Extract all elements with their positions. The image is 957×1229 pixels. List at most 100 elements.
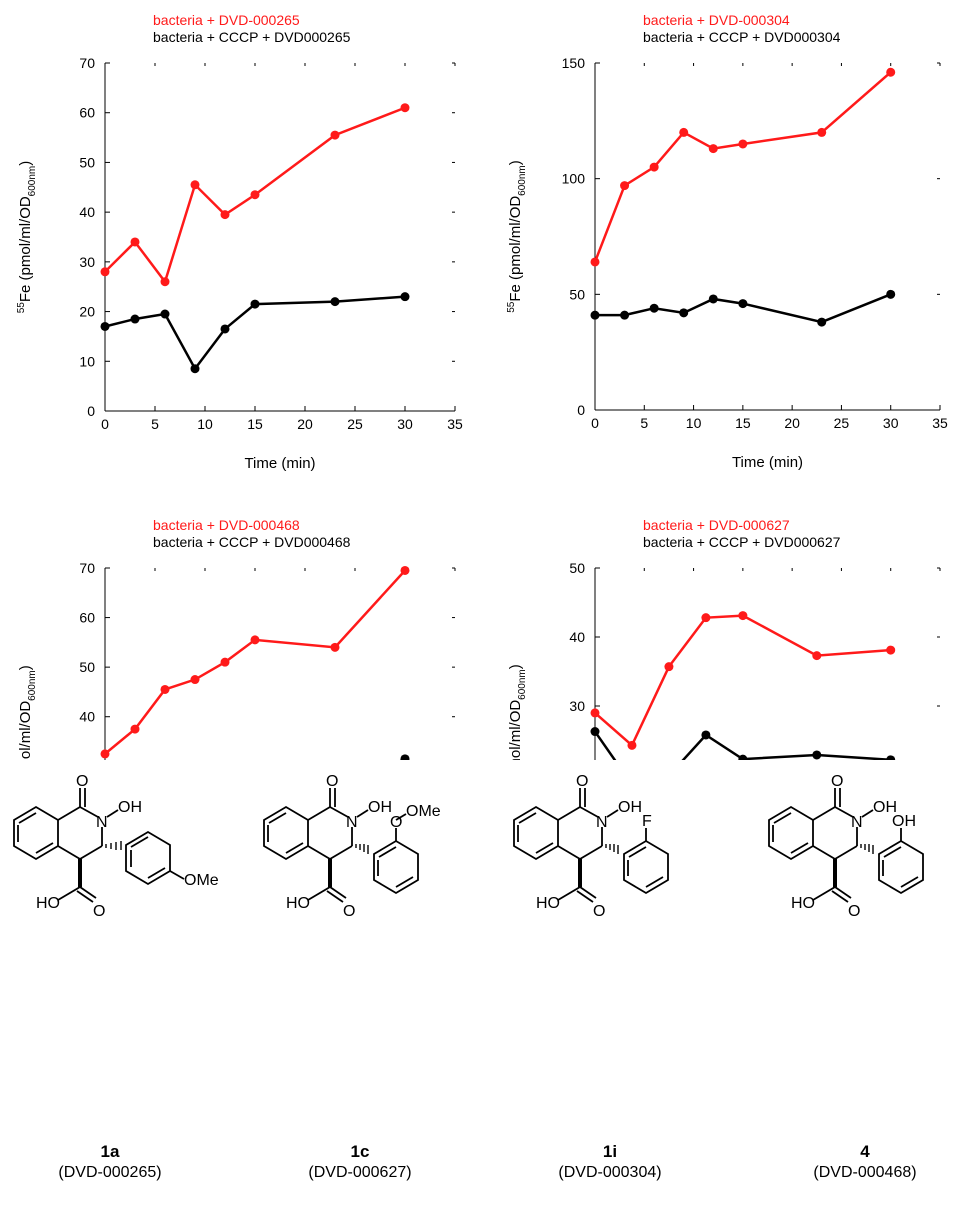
legend-entry: bacteria + DVD-000304 bbox=[643, 12, 790, 28]
y-tick-label: 50 bbox=[79, 154, 95, 170]
data-point bbox=[400, 292, 410, 302]
y-axis-label-subscript: 600nm bbox=[517, 669, 528, 700]
data-point bbox=[130, 724, 140, 734]
data-point bbox=[590, 257, 600, 267]
data-point bbox=[250, 190, 260, 200]
compound-code: (DVD-000468) bbox=[813, 1164, 917, 1181]
x-tick-label: 20 bbox=[784, 415, 800, 431]
data-point bbox=[130, 237, 140, 247]
y-tick-label: 50 bbox=[79, 659, 95, 675]
data-point bbox=[590, 727, 600, 737]
y-tick-label: 70 bbox=[79, 55, 95, 71]
data-point bbox=[330, 297, 340, 307]
y-axis-label-superscript: 55 bbox=[506, 301, 517, 313]
chart-2: 0 5 10 15 20 25 30 35 0 50 100 150 Time (min) 55Fe (p… bbox=[506, 12, 948, 471]
y-tick-label: 20 bbox=[79, 304, 95, 320]
data-point bbox=[817, 317, 827, 327]
compound-id: 1a bbox=[100, 1142, 120, 1161]
compound-code: (DVD-000304) bbox=[558, 1164, 662, 1181]
series-line bbox=[593, 71, 892, 263]
atom-ho: HO bbox=[791, 895, 815, 912]
data-point bbox=[886, 755, 896, 760]
x-tick-label: 5 bbox=[151, 416, 159, 432]
y-tick-label: 0 bbox=[87, 403, 95, 419]
data-point bbox=[250, 635, 260, 645]
atom-o: O bbox=[831, 773, 843, 790]
data-point bbox=[400, 103, 410, 113]
data-point bbox=[160, 277, 170, 287]
atom-oh: OH bbox=[873, 799, 897, 816]
y-tick-label: 40 bbox=[79, 204, 95, 220]
x-tick-label: 30 bbox=[397, 416, 413, 432]
x-axis-label: Time (min) bbox=[732, 454, 803, 471]
structure-1a: O N OH HO O OMe 1a (DVD-000265) bbox=[0, 770, 220, 1229]
data-point bbox=[160, 309, 170, 319]
data-point bbox=[620, 310, 630, 320]
x-tick-label: 25 bbox=[834, 415, 850, 431]
y-axis-label-main: Fe (pmol/ml/OD bbox=[17, 701, 34, 760]
data-point bbox=[738, 139, 748, 149]
data-point bbox=[100, 749, 110, 759]
x-tick-label: 0 bbox=[591, 415, 599, 431]
series-line bbox=[594, 614, 891, 748]
data-point bbox=[250, 299, 260, 309]
data-point bbox=[708, 144, 718, 154]
data-point bbox=[160, 684, 170, 694]
y-tick-label: 70 bbox=[79, 560, 95, 576]
compound-code: (DVD-000627) bbox=[308, 1164, 412, 1181]
y-axis-label-subscript: 600nm bbox=[27, 166, 38, 197]
data-point bbox=[220, 324, 230, 334]
legend-entry: bacteria + DVD-000265 bbox=[153, 12, 300, 28]
data-point bbox=[100, 321, 110, 331]
y-tick-label: 30 bbox=[569, 698, 585, 714]
series-line bbox=[104, 106, 406, 285]
legend-entry: bacteria + DVD-000627 bbox=[643, 517, 790, 533]
data-point bbox=[817, 127, 827, 137]
x-tick-label: 15 bbox=[247, 416, 263, 432]
y-axis-label-main: Fe (pmol/ml/OD bbox=[17, 196, 34, 302]
data-point bbox=[886, 289, 896, 299]
data-point bbox=[590, 708, 600, 718]
atom-o: O bbox=[343, 903, 355, 920]
data-point bbox=[330, 130, 340, 140]
y-tick-label: 40 bbox=[569, 629, 585, 645]
y-tick-label: 60 bbox=[79, 610, 95, 626]
chart-4: 02040608010012014001020304050Time (min)5… bbox=[507, 517, 941, 760]
substituent-label: F bbox=[642, 813, 652, 830]
data-point bbox=[738, 754, 748, 760]
series-line bbox=[595, 293, 892, 324]
data-point bbox=[701, 613, 711, 623]
y-axis-label-close: ) bbox=[17, 161, 34, 166]
x-tick-label: 15 bbox=[735, 415, 751, 431]
data-point bbox=[738, 299, 748, 309]
molecule-1i: O N OH HO O F bbox=[513, 773, 669, 920]
legend-entry: bacteria + CCCP + DVD000627 bbox=[643, 534, 841, 550]
structure-4: O N OH HO O OH 4 (DVD-000468) bbox=[755, 770, 957, 1229]
data-point bbox=[664, 662, 674, 672]
molecule-4: O N OH HO O OH bbox=[768, 773, 924, 920]
atom-o: O bbox=[93, 903, 105, 920]
legend-entry: bacteria + DVD-000468 bbox=[153, 517, 300, 533]
substituent-label: OMe bbox=[184, 872, 219, 889]
y-tick-label: 150 bbox=[562, 55, 586, 71]
y-tick-label: 0 bbox=[577, 402, 585, 418]
data-point bbox=[590, 310, 600, 320]
y-tick-label: 40 bbox=[79, 709, 95, 725]
data-point bbox=[679, 308, 689, 318]
atom-n: N bbox=[346, 814, 358, 831]
data-point bbox=[100, 267, 110, 277]
compound-id: 1c bbox=[350, 1142, 370, 1161]
atom-n: N bbox=[596, 814, 608, 831]
data-point bbox=[812, 651, 822, 661]
y-tick-label: 10 bbox=[79, 353, 95, 369]
data-point bbox=[886, 645, 896, 655]
x-tick-label: 35 bbox=[447, 416, 463, 432]
compound-id: 1i bbox=[602, 1142, 618, 1161]
x-axis-label: Time (min) bbox=[244, 455, 315, 472]
data-point bbox=[886, 67, 896, 77]
data-point bbox=[190, 364, 200, 374]
compound-id: 4 bbox=[860, 1142, 870, 1161]
y-axis-label-close: ) bbox=[507, 160, 524, 165]
